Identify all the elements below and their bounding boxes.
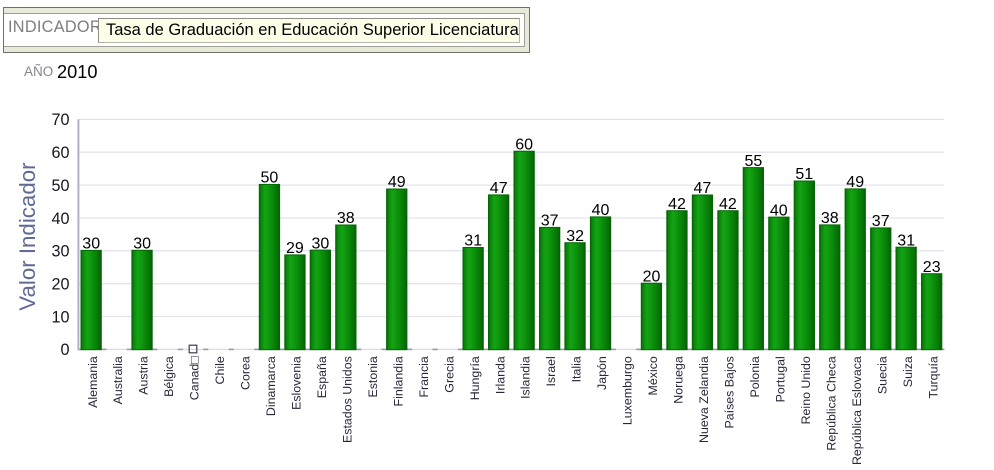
svg-text:Noruega: Noruega: [672, 356, 686, 404]
svg-text:Chile: Chile: [213, 356, 227, 384]
svg-text:México: México: [646, 356, 660, 395]
svg-text:50: 50: [51, 177, 69, 195]
svg-text:Suiza: Suiza: [901, 356, 915, 387]
svg-text:Grecia: Grecia: [442, 356, 456, 393]
svg-text:38: 38: [337, 210, 355, 227]
svg-text:España: España: [315, 356, 329, 398]
svg-text:42: 42: [668, 196, 686, 213]
svg-text:Hungría: Hungría: [468, 356, 482, 400]
svg-text:Suecia: Suecia: [875, 356, 889, 394]
svg-text:70: 70: [51, 111, 69, 129]
svg-text:Austria: Austria: [137, 356, 151, 395]
svg-text:30: 30: [82, 236, 100, 253]
svg-text:31: 31: [464, 233, 482, 250]
svg-text:Israel: Israel: [544, 356, 558, 386]
svg-text:37: 37: [872, 213, 890, 230]
svg-text:32: 32: [566, 228, 584, 245]
svg-text:Luxemburgo: Luxemburgo: [621, 356, 635, 425]
svg-text:10: 10: [51, 308, 69, 326]
svg-text:30: 30: [51, 243, 69, 261]
svg-text:49: 49: [846, 174, 864, 191]
svg-text:República Eslovaca: República Eslovaca: [850, 356, 864, 465]
svg-text:55: 55: [745, 153, 763, 170]
svg-text:42: 42: [719, 196, 737, 213]
svg-text:0: 0: [60, 341, 69, 359]
svg-text:República Checa: República Checa: [824, 356, 838, 450]
svg-text:Turquía: Turquía: [926, 356, 940, 398]
svg-text:Polonia: Polonia: [748, 356, 762, 397]
svg-text:Italia: Italia: [570, 356, 584, 382]
svg-text:30: 30: [133, 236, 151, 253]
svg-text:60: 60: [51, 144, 69, 162]
svg-text:47: 47: [694, 180, 712, 197]
svg-text:Estonia: Estonia: [366, 356, 380, 397]
svg-text:Canad□: Canad□: [188, 356, 202, 401]
svg-text:Bélgica: Bélgica: [162, 356, 176, 397]
svg-text:60: 60: [515, 136, 533, 153]
svg-text:47: 47: [490, 180, 508, 197]
svg-text:23: 23: [923, 259, 941, 276]
svg-text:Japón: Japón: [595, 356, 609, 390]
svg-text:37: 37: [541, 213, 559, 230]
svg-text:Países Bajos: Países Bajos: [723, 356, 737, 428]
svg-text:40: 40: [592, 202, 610, 219]
svg-text:29: 29: [286, 240, 304, 257]
svg-text:Irlanda: Irlanda: [493, 356, 507, 394]
svg-text:Australia: Australia: [111, 356, 125, 404]
svg-text:50: 50: [261, 170, 279, 187]
svg-text:51: 51: [795, 166, 813, 183]
svg-text:Francia: Francia: [417, 356, 431, 397]
svg-text:Alemania: Alemania: [86, 356, 100, 408]
svg-text:Nueva Zelandia: Nueva Zelandia: [697, 356, 711, 443]
svg-text:38: 38: [821, 210, 839, 227]
svg-text:40: 40: [770, 202, 788, 219]
svg-text:30: 30: [312, 235, 330, 252]
svg-text:49: 49: [388, 174, 406, 191]
svg-text:20: 20: [643, 268, 661, 285]
svg-text:Portugal: Portugal: [773, 356, 787, 402]
svg-text:Dinamarca: Dinamarca: [264, 356, 278, 416]
svg-text:Eslovenia: Eslovenia: [290, 356, 304, 410]
svg-text:40: 40: [51, 210, 69, 228]
svg-text:31: 31: [897, 232, 915, 249]
svg-text:20: 20: [51, 276, 69, 294]
svg-text:Finlandia: Finlandia: [391, 356, 405, 406]
svg-text:Estados Unidos: Estados Unidos: [340, 356, 354, 443]
svg-text:Corea: Corea: [239, 356, 253, 390]
svg-text:Islandia: Islandia: [519, 356, 533, 399]
svg-text:Valor Indicador: Valor Indicador: [15, 162, 40, 311]
svg-text:Reino Unido: Reino Unido: [799, 356, 813, 424]
